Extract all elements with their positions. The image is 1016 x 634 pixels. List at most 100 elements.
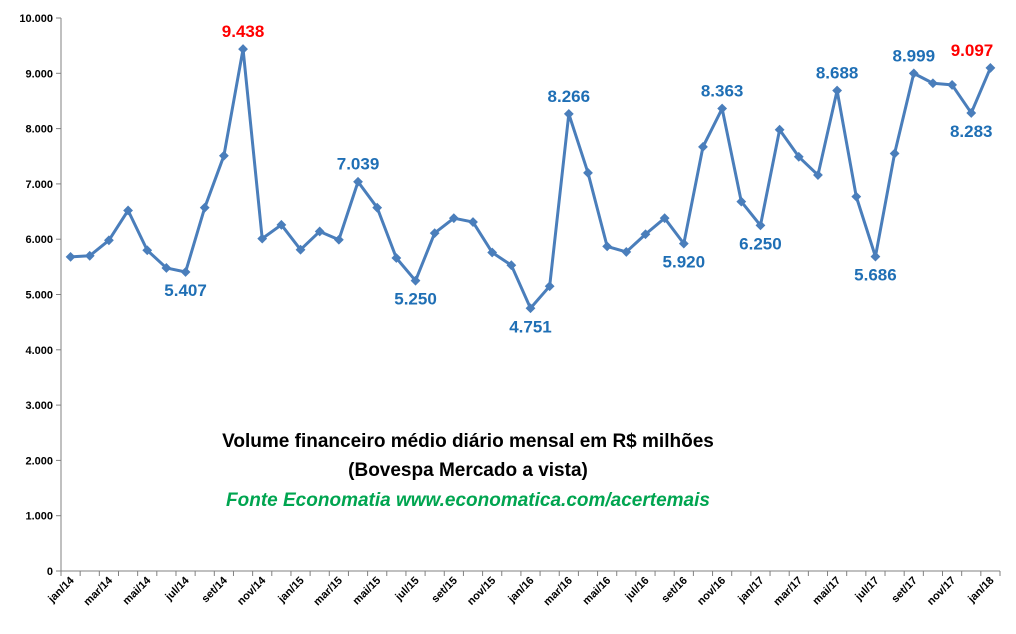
data-point-marker bbox=[947, 80, 957, 90]
data-point-marker bbox=[84, 250, 95, 261]
data-label: 8.688 bbox=[816, 64, 859, 83]
x-tick-label: nov/17 bbox=[925, 575, 958, 608]
x-tick-label: mai/14 bbox=[121, 574, 154, 607]
x-tick-label: nov/16 bbox=[695, 575, 728, 608]
y-tick-label: 6.000 bbox=[25, 234, 53, 246]
x-tick-label: jul/15 bbox=[393, 575, 422, 604]
y-tick-label: 5.000 bbox=[25, 290, 53, 302]
x-tick-label: set/16 bbox=[659, 575, 690, 606]
x-tick-label: jan/17 bbox=[735, 575, 766, 606]
data-point-marker bbox=[372, 202, 383, 213]
y-tick-label: 10.000 bbox=[19, 13, 53, 25]
data-point-marker bbox=[985, 63, 996, 73]
data-label: 8.283 bbox=[950, 122, 993, 141]
data-point-marker bbox=[391, 253, 402, 263]
x-tick-label: set/14 bbox=[199, 574, 230, 605]
data-point-marker bbox=[889, 148, 900, 159]
data-point-marker bbox=[410, 275, 421, 286]
data-point-marker bbox=[123, 205, 133, 216]
data-point-marker bbox=[966, 108, 977, 118]
data-point-marker bbox=[142, 245, 153, 256]
data-point-marker bbox=[928, 78, 938, 89]
x-tick-label: nov/14 bbox=[235, 574, 269, 608]
data-label: 8.999 bbox=[892, 46, 935, 65]
x-tick-label: jan/18 bbox=[965, 575, 996, 606]
data-point-marker bbox=[621, 247, 632, 257]
data-point-marker bbox=[774, 124, 785, 135]
data-label: 6.250 bbox=[739, 234, 782, 253]
data-point-marker bbox=[487, 247, 498, 258]
data-point-marker bbox=[468, 217, 478, 227]
data-point-marker bbox=[793, 151, 804, 162]
data-label: 7.039 bbox=[337, 155, 380, 174]
data-label: 8.363 bbox=[701, 82, 744, 101]
x-tick-label: mar/15 bbox=[311, 575, 345, 609]
data-label: 5.920 bbox=[663, 253, 706, 272]
data-point-marker bbox=[218, 150, 229, 161]
data-point-marker bbox=[429, 228, 440, 239]
x-tick-label: mai/17 bbox=[811, 575, 844, 608]
data-point-marker bbox=[65, 251, 76, 262]
x-tick-label: mar/16 bbox=[541, 575, 575, 609]
data-point-marker bbox=[908, 68, 919, 79]
y-tick-label: 9.000 bbox=[25, 68, 53, 80]
x-tick-label: nov/15 bbox=[465, 575, 498, 608]
x-tick-label: jan/14 bbox=[45, 574, 77, 606]
data-point-marker bbox=[583, 167, 593, 178]
x-tick-label: set/17 bbox=[889, 575, 920, 606]
x-tick-label: mai/16 bbox=[581, 575, 614, 608]
data-label: 9.438 bbox=[222, 22, 265, 41]
data-point-marker bbox=[506, 260, 517, 271]
data-point-marker bbox=[678, 238, 689, 249]
data-label: 5.686 bbox=[854, 266, 897, 285]
data-label: 8.266 bbox=[548, 87, 591, 106]
data-point-marker bbox=[257, 233, 268, 244]
data-point-marker bbox=[544, 281, 555, 292]
x-tick-label: mar/17 bbox=[771, 575, 805, 609]
data-point-marker bbox=[698, 141, 708, 152]
data-point-marker bbox=[161, 263, 172, 273]
x-tick-label: mai/15 bbox=[351, 575, 384, 608]
y-tick-label: 1.000 bbox=[25, 511, 53, 523]
data-point-marker bbox=[870, 251, 881, 262]
data-label: 5.407 bbox=[164, 281, 207, 300]
x-tick-label: jan/16 bbox=[505, 575, 536, 606]
data-label: 4.751 bbox=[509, 317, 552, 336]
axes: 0 1.000 2.000 3.000 4.000 5.000 6.000 7.000 8.00… bbox=[19, 13, 1001, 609]
data-point-marker bbox=[276, 219, 287, 230]
chart-subtitle: (Bovespa Mercado a vista) bbox=[348, 460, 588, 481]
x-tick-label: set/15 bbox=[429, 575, 460, 606]
data-point-marker bbox=[640, 229, 651, 240]
data-point-marker bbox=[314, 226, 325, 237]
chart-title: Volume financeiro médio diário mensal em… bbox=[222, 431, 714, 452]
data-point-marker bbox=[755, 220, 766, 231]
x-tick-label: mar/14 bbox=[81, 574, 115, 608]
data-point-marker bbox=[717, 103, 728, 114]
data-label: 5.250 bbox=[394, 290, 437, 309]
y-tick-label: 7.000 bbox=[25, 179, 53, 191]
data-point-marker bbox=[295, 244, 306, 255]
series-line-layer bbox=[65, 44, 996, 314]
data-label: 9.097 bbox=[951, 41, 994, 60]
series-line bbox=[70, 47, 992, 310]
x-tick-label: jul/16 bbox=[623, 575, 652, 604]
data-point-marker bbox=[448, 213, 459, 224]
y-tick-label: 3.000 bbox=[25, 400, 53, 412]
chart-text-block: Volume financeiro médio diário mensal em… bbox=[222, 431, 714, 511]
data-point-marker bbox=[525, 303, 536, 314]
y-tick-label: 0 bbox=[47, 566, 53, 578]
data-point-marker bbox=[659, 213, 670, 224]
y-tick-label: 2.000 bbox=[25, 455, 53, 467]
x-tick-label: jan/15 bbox=[275, 575, 306, 606]
x-tick-label: jul/14 bbox=[163, 574, 193, 604]
data-point-marker bbox=[736, 196, 747, 207]
data-point-marker bbox=[180, 267, 191, 277]
data-point-marker bbox=[353, 176, 363, 187]
data-point-marker bbox=[813, 170, 823, 180]
data-point-marker bbox=[238, 44, 248, 54]
data-labels: 5.407 9.438 7.039 5.250 4.751 8.266 5.920 8.363… bbox=[164, 22, 993, 336]
data-point-marker bbox=[851, 191, 862, 202]
y-tick-label: 8.000 bbox=[25, 124, 53, 136]
